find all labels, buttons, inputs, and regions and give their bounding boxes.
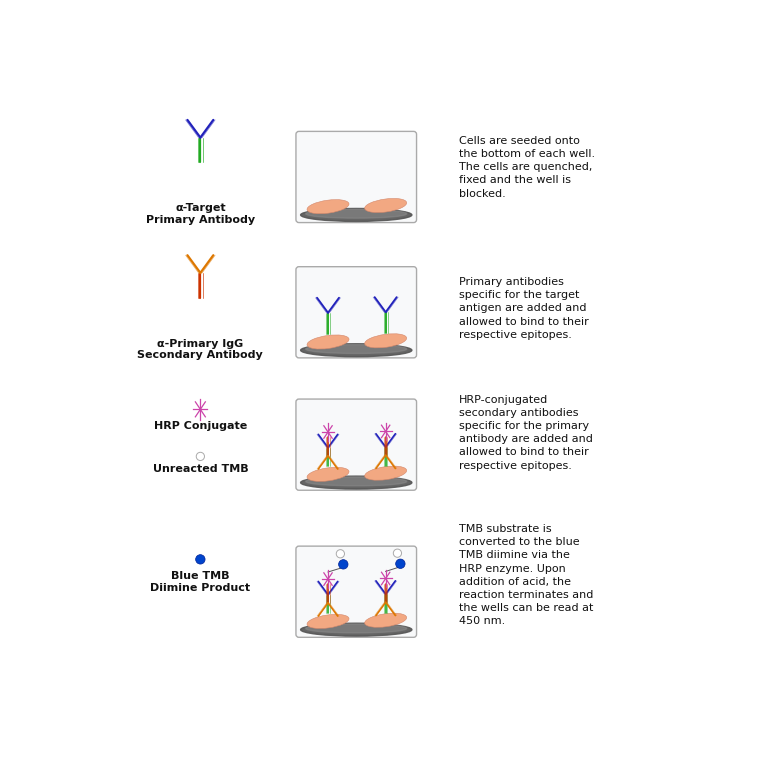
Text: HRP-conjugated
secondary antibodies
specific for the primary
antibody are added : HRP-conjugated secondary antibodies spec… xyxy=(459,395,593,471)
Ellipse shape xyxy=(300,209,412,222)
Ellipse shape xyxy=(364,334,406,348)
Circle shape xyxy=(338,560,348,569)
Ellipse shape xyxy=(364,466,406,481)
Ellipse shape xyxy=(300,344,412,357)
Text: Primary antibodies
specific for the target
antigen are added and
allowed to bind: Primary antibodies specific for the targ… xyxy=(459,277,589,340)
Circle shape xyxy=(396,559,405,568)
FancyBboxPatch shape xyxy=(296,546,416,637)
Text: TMB substrate is
converted to the blue
TMB diimine via the
HRP enzyme. Upon
addi: TMB substrate is converted to the blue T… xyxy=(459,524,594,626)
Circle shape xyxy=(393,549,402,557)
Ellipse shape xyxy=(307,614,349,629)
Ellipse shape xyxy=(300,476,412,489)
Text: HRP Conjugate: HRP Conjugate xyxy=(154,421,247,431)
Ellipse shape xyxy=(306,209,406,219)
FancyBboxPatch shape xyxy=(296,267,416,358)
Text: α-Primary IgG
Secondary Antibody: α-Primary IgG Secondary Antibody xyxy=(138,338,264,361)
Text: Unreacted TMB: Unreacted TMB xyxy=(153,464,248,474)
Ellipse shape xyxy=(306,624,406,633)
Text: α-Target
Primary Antibody: α-Target Primary Antibody xyxy=(146,203,255,225)
Circle shape xyxy=(196,452,205,461)
Ellipse shape xyxy=(300,623,412,636)
Ellipse shape xyxy=(307,199,349,214)
Ellipse shape xyxy=(306,345,406,354)
Ellipse shape xyxy=(364,613,406,627)
Ellipse shape xyxy=(364,199,406,212)
FancyBboxPatch shape xyxy=(296,399,416,490)
Ellipse shape xyxy=(306,477,406,486)
FancyBboxPatch shape xyxy=(296,131,416,222)
Ellipse shape xyxy=(307,335,349,349)
Ellipse shape xyxy=(307,468,349,481)
Circle shape xyxy=(196,555,205,564)
Text: Blue TMB
Diimine Product: Blue TMB Diimine Product xyxy=(151,571,251,593)
Text: Cells are seeded onto
the bottom of each well.
The cells are quenched,
fixed and: Cells are seeded onto the bottom of each… xyxy=(459,136,595,199)
Circle shape xyxy=(336,549,345,558)
